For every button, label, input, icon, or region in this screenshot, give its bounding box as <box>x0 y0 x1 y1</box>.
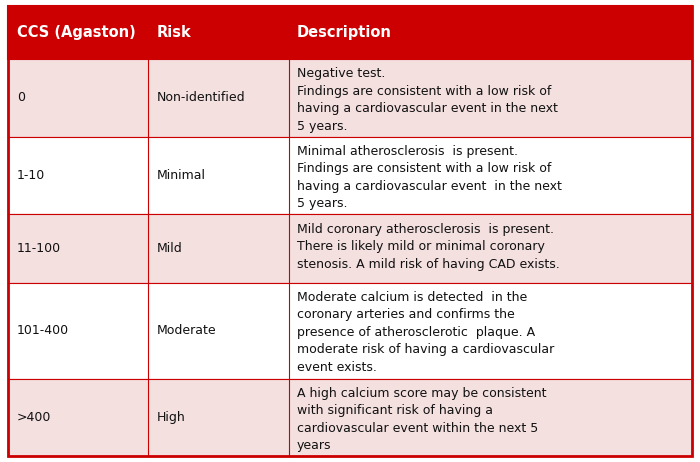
Text: Risk: Risk <box>157 24 192 40</box>
Text: Mild: Mild <box>157 242 183 255</box>
Text: Moderate: Moderate <box>157 324 216 337</box>
Bar <box>8 137 692 214</box>
Bar <box>8 283 692 379</box>
Text: High: High <box>157 411 186 424</box>
Bar <box>8 6 692 59</box>
Text: Minimal: Minimal <box>157 169 206 182</box>
Text: 11-100: 11-100 <box>17 242 61 255</box>
Text: Minimal atherosclerosis  is present.
Findings are consistent with a low risk of
: Minimal atherosclerosis is present. Find… <box>297 145 562 210</box>
Text: CCS (Agaston): CCS (Agaston) <box>17 24 136 40</box>
Text: A high calcium score may be consistent
with significant risk of having a
cardiov: A high calcium score may be consistent w… <box>297 387 547 452</box>
Text: Non-identified: Non-identified <box>157 91 246 104</box>
Text: 1-10: 1-10 <box>17 169 45 182</box>
Text: >400: >400 <box>17 411 51 424</box>
Text: Mild coronary atherosclerosis  is present.
There is likely mild or minimal coron: Mild coronary atherosclerosis is present… <box>297 223 560 271</box>
Bar <box>8 59 692 137</box>
Text: 101-400: 101-400 <box>17 324 69 337</box>
Text: Moderate calcium is detected  in the
coronary arteries and confirms the
presence: Moderate calcium is detected in the coro… <box>297 291 554 374</box>
Text: Negative test.
Findings are consistent with a low risk of
having a cardiovascula: Negative test. Findings are consistent w… <box>297 67 558 133</box>
Bar <box>8 379 692 456</box>
Text: Description: Description <box>297 24 392 40</box>
Text: 0: 0 <box>17 91 25 104</box>
Bar <box>8 214 692 283</box>
